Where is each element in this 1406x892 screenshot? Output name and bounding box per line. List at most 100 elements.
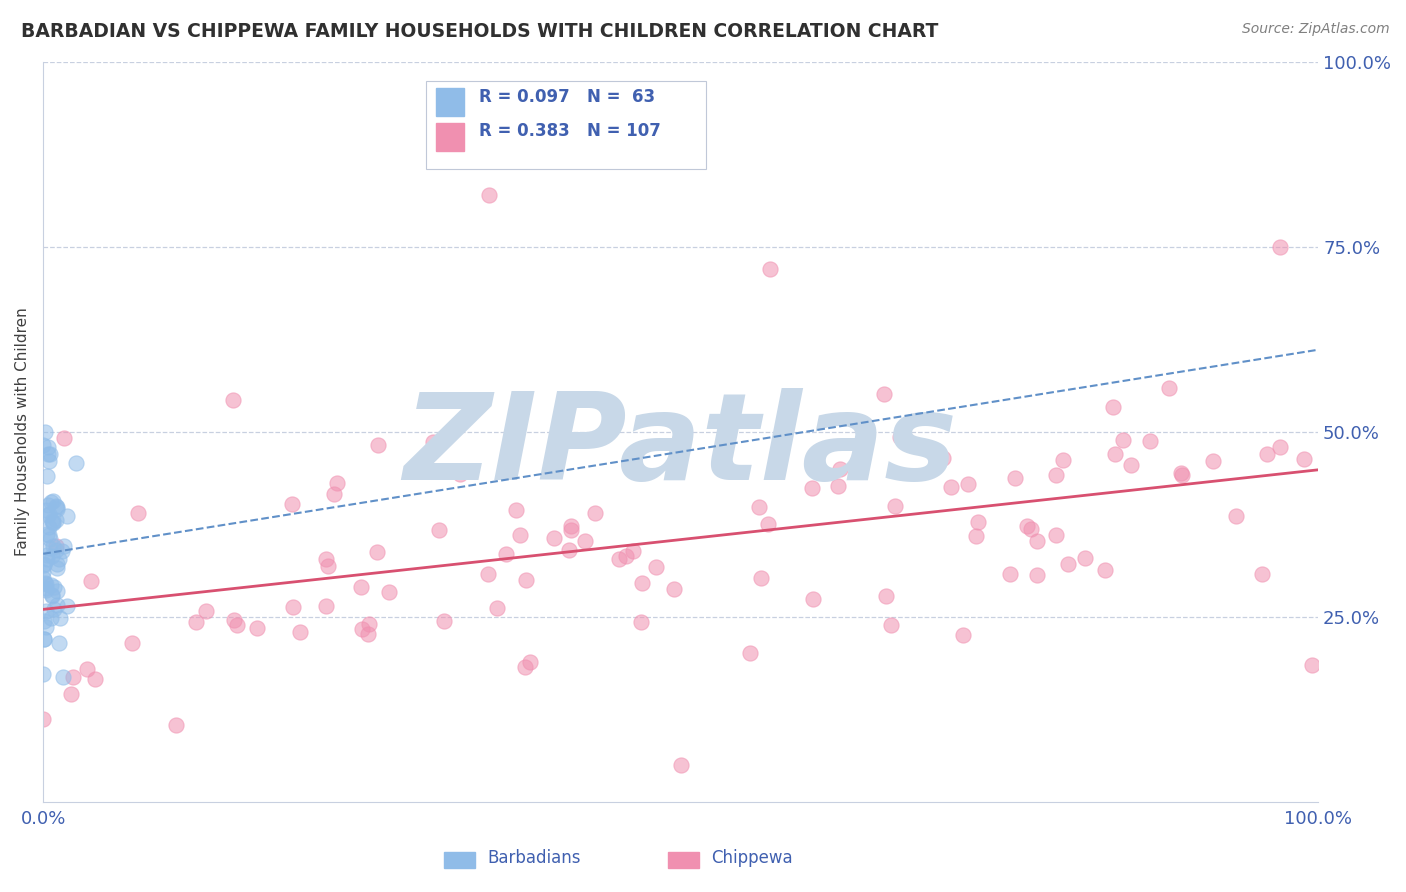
Point <box>56 599 79 613</box>
Y-axis label: Family Households with Children: Family Households with Children <box>15 308 30 557</box>
Point <box>756 517 779 532</box>
Point <box>35 468 58 483</box>
Point <box>45 500 67 514</box>
Point <box>280 497 302 511</box>
Point <box>478 188 501 202</box>
Point <box>1000 567 1022 582</box>
Point <box>966 515 988 529</box>
Point <box>519 655 541 669</box>
Point <box>32 571 55 585</box>
Point <box>367 438 389 452</box>
Point <box>827 479 849 493</box>
Point <box>42 494 65 508</box>
Point <box>46 584 69 599</box>
Text: Source: ZipAtlas.com: Source: ZipAtlas.com <box>1241 22 1389 37</box>
Point <box>1301 657 1323 672</box>
Point <box>32 712 55 726</box>
Point <box>1294 452 1316 467</box>
Point <box>350 580 373 594</box>
Point <box>121 636 143 650</box>
Point <box>46 502 69 516</box>
Point <box>53 431 76 445</box>
Point <box>165 718 187 732</box>
Point <box>45 513 67 527</box>
Point <box>560 519 582 533</box>
Point <box>357 626 380 640</box>
Point <box>952 628 974 642</box>
Point <box>828 462 851 476</box>
Point <box>32 438 55 452</box>
Point <box>495 547 517 561</box>
Point <box>38 454 60 468</box>
Point <box>433 615 456 629</box>
Point <box>32 558 55 572</box>
Point <box>883 499 905 513</box>
Point <box>127 506 149 520</box>
Point <box>1171 468 1194 483</box>
Point <box>1019 522 1042 536</box>
Point <box>965 528 987 542</box>
Point <box>1015 518 1038 533</box>
Point <box>1074 551 1097 566</box>
Point <box>574 533 596 548</box>
Point <box>583 506 606 520</box>
Point <box>45 542 67 557</box>
Point <box>1104 446 1126 460</box>
Point <box>1268 240 1291 254</box>
Point <box>35 619 58 633</box>
Point <box>48 552 70 566</box>
Point <box>32 565 55 579</box>
Point <box>326 475 349 490</box>
Point <box>45 557 67 571</box>
Point <box>1112 433 1135 447</box>
Text: Chippewa: Chippewa <box>711 849 793 867</box>
Point <box>38 528 60 542</box>
Point <box>880 618 903 632</box>
Point <box>51 544 73 558</box>
Point <box>315 552 337 566</box>
Point <box>38 507 60 521</box>
Point <box>1026 533 1049 548</box>
Point <box>1004 471 1026 485</box>
Point <box>366 545 388 559</box>
Point <box>1119 458 1142 472</box>
Point <box>1202 454 1225 468</box>
Text: R = 0.097   N =  63: R = 0.097 N = 63 <box>479 88 655 106</box>
Point <box>485 601 508 615</box>
Point <box>245 620 267 634</box>
Point <box>1045 467 1067 482</box>
Point <box>515 660 537 674</box>
Point <box>39 533 62 547</box>
Point <box>226 617 249 632</box>
Point <box>41 549 63 563</box>
Point <box>931 451 953 466</box>
Text: ZIPatlas: ZIPatlas <box>404 388 957 505</box>
Point <box>222 614 245 628</box>
Point <box>621 543 644 558</box>
Point <box>39 611 62 625</box>
Point <box>186 615 208 630</box>
Point <box>39 495 62 509</box>
Point <box>288 624 311 639</box>
Point <box>644 560 666 574</box>
Point <box>79 574 101 589</box>
Point <box>427 524 450 538</box>
Point <box>1026 568 1049 582</box>
Point <box>62 670 84 684</box>
Point <box>83 672 105 686</box>
Point <box>1159 381 1181 395</box>
Point <box>41 516 63 530</box>
Point <box>283 599 305 614</box>
Text: R = 0.383   N = 107: R = 0.383 N = 107 <box>479 122 661 140</box>
Point <box>35 576 58 591</box>
Point <box>38 520 60 534</box>
Point <box>357 616 380 631</box>
Point <box>37 447 59 461</box>
Point <box>1139 434 1161 449</box>
Point <box>956 477 979 491</box>
Point <box>558 543 581 558</box>
Point <box>45 560 67 574</box>
Point <box>740 647 762 661</box>
Point <box>37 508 59 523</box>
Point <box>323 486 346 500</box>
